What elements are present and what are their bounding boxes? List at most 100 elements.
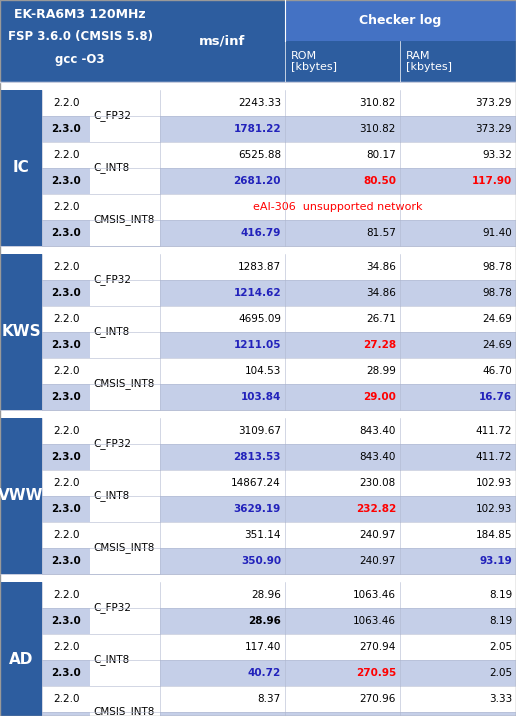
Bar xyxy=(285,496,400,522)
Text: 4695.09: 4695.09 xyxy=(238,314,281,324)
Bar xyxy=(42,634,160,686)
Text: 2.05: 2.05 xyxy=(489,642,512,652)
Bar xyxy=(160,548,285,574)
Text: 310.82: 310.82 xyxy=(360,124,396,134)
Bar xyxy=(285,470,400,496)
Bar xyxy=(0,90,42,246)
Bar xyxy=(42,90,90,116)
Bar xyxy=(285,116,400,142)
Bar xyxy=(0,0,160,82)
Bar xyxy=(400,332,516,358)
Text: 2.2.0: 2.2.0 xyxy=(53,478,79,488)
Bar xyxy=(42,634,90,660)
Bar xyxy=(400,116,516,142)
Text: 1781.22: 1781.22 xyxy=(233,124,281,134)
Text: 14867.24: 14867.24 xyxy=(231,478,281,488)
Text: C_FP32: C_FP32 xyxy=(93,274,131,286)
Text: 3.33: 3.33 xyxy=(489,694,512,704)
Text: 91.40: 91.40 xyxy=(482,228,512,238)
Text: 843.40: 843.40 xyxy=(360,426,396,436)
Bar xyxy=(160,116,285,142)
Bar xyxy=(285,712,400,716)
Text: AD: AD xyxy=(9,652,33,667)
Bar xyxy=(285,220,400,246)
Bar xyxy=(42,358,90,384)
Bar xyxy=(285,41,516,82)
Bar xyxy=(42,582,90,608)
Text: 2.2.0: 2.2.0 xyxy=(53,366,79,376)
Bar xyxy=(42,582,160,634)
Bar xyxy=(285,418,400,444)
Text: 40.72: 40.72 xyxy=(248,668,281,678)
Text: C_INT8: C_INT8 xyxy=(93,163,129,173)
Bar xyxy=(0,582,42,716)
Bar xyxy=(160,522,285,548)
Bar xyxy=(285,384,400,410)
Text: C_INT8: C_INT8 xyxy=(93,490,129,501)
Bar xyxy=(160,220,285,246)
Text: 102.93: 102.93 xyxy=(476,478,512,488)
Bar xyxy=(400,358,516,384)
Bar xyxy=(42,90,160,142)
Bar xyxy=(0,254,42,410)
Text: 46.70: 46.70 xyxy=(482,366,512,376)
Bar xyxy=(42,496,90,522)
Text: 270.94: 270.94 xyxy=(360,642,396,652)
Text: 2.3.0: 2.3.0 xyxy=(51,392,81,402)
Bar xyxy=(400,444,516,470)
Bar xyxy=(285,634,400,660)
Bar xyxy=(285,444,400,470)
Bar xyxy=(160,168,285,194)
Text: 1214.62: 1214.62 xyxy=(233,288,281,298)
Bar xyxy=(285,608,400,634)
Text: 102.93: 102.93 xyxy=(476,504,512,514)
Text: 2.2.0: 2.2.0 xyxy=(53,530,79,540)
Bar xyxy=(400,548,516,574)
Bar xyxy=(42,332,90,358)
Bar xyxy=(42,168,90,194)
Bar xyxy=(0,418,42,574)
Text: 843.40: 843.40 xyxy=(360,452,396,462)
Bar xyxy=(285,0,516,41)
Bar xyxy=(160,712,285,716)
Bar xyxy=(400,254,516,280)
Bar xyxy=(160,470,285,496)
Bar xyxy=(285,142,400,168)
Bar xyxy=(42,444,90,470)
Text: 184.85: 184.85 xyxy=(476,530,512,540)
Bar xyxy=(285,548,400,574)
Text: 27.28: 27.28 xyxy=(363,340,396,350)
Text: ms/inf: ms/inf xyxy=(199,34,246,47)
Bar xyxy=(42,280,90,306)
Bar xyxy=(42,384,90,410)
Bar xyxy=(285,168,400,194)
Bar xyxy=(400,194,516,220)
Bar xyxy=(285,660,400,686)
Text: C_FP32: C_FP32 xyxy=(93,603,131,614)
Text: 351.14: 351.14 xyxy=(245,530,281,540)
Bar xyxy=(42,254,90,280)
Text: 28.96: 28.96 xyxy=(251,590,281,600)
Text: gcc -O3: gcc -O3 xyxy=(55,52,105,66)
Bar xyxy=(160,686,285,712)
Text: 2.3.0: 2.3.0 xyxy=(51,668,81,678)
Text: 2.3.0: 2.3.0 xyxy=(51,616,81,626)
Text: 98.78: 98.78 xyxy=(482,262,512,272)
Text: 93.32: 93.32 xyxy=(482,150,512,160)
Text: 3629.19: 3629.19 xyxy=(234,504,281,514)
Bar xyxy=(42,142,160,194)
Bar xyxy=(160,280,285,306)
Bar xyxy=(160,582,285,608)
Text: 8.19: 8.19 xyxy=(489,616,512,626)
Text: 117.40: 117.40 xyxy=(245,642,281,652)
Bar xyxy=(160,142,285,168)
Text: IC: IC xyxy=(12,160,29,175)
Bar xyxy=(42,418,90,444)
Bar xyxy=(42,660,90,686)
Bar xyxy=(400,470,516,496)
Text: 2.3.0: 2.3.0 xyxy=(51,556,81,566)
Text: 230.08: 230.08 xyxy=(360,478,396,488)
Bar xyxy=(42,306,90,332)
Text: 1063.46: 1063.46 xyxy=(353,590,396,600)
Text: 2243.33: 2243.33 xyxy=(238,98,281,108)
